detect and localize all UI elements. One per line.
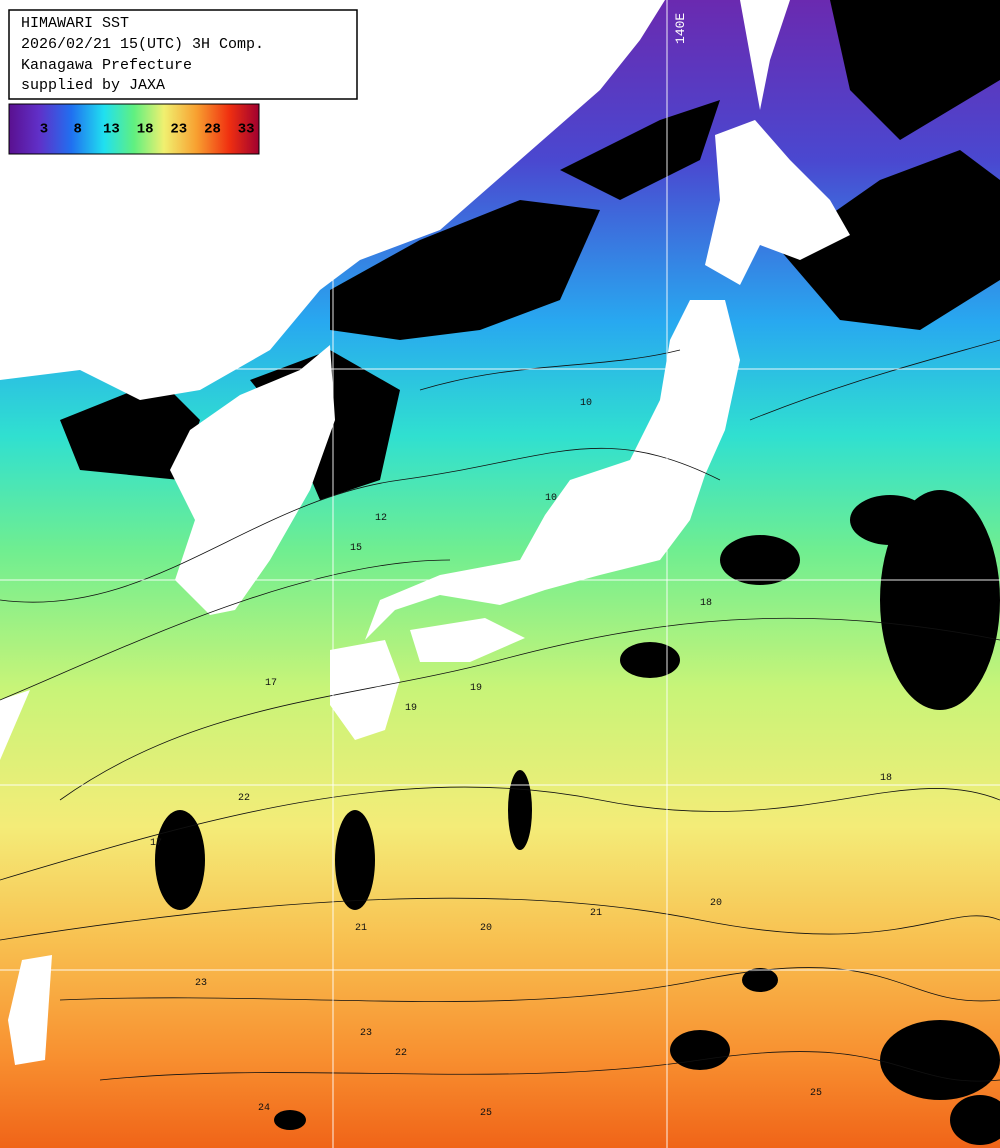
legend-tick-label: 3: [40, 122, 48, 138]
contour-label: 25: [810, 1088, 822, 1099]
contour-label: 19: [405, 703, 417, 714]
legend-tick-label: 8: [73, 122, 81, 138]
contour-label: 18: [700, 598, 712, 609]
header-line: Kanagawa Prefecture: [21, 57, 192, 74]
contour-label: 20: [480, 923, 492, 934]
contour-label: 15: [350, 543, 362, 554]
contour-label: 10: [545, 493, 557, 504]
contour-label: 25: [480, 1108, 492, 1119]
longitude-label: 140E: [673, 13, 688, 44]
contour-label: 23: [195, 978, 207, 989]
header-line: HIMAWARI SST: [21, 15, 129, 32]
color-legend: 3 8 13 18 23 28 33: [8, 103, 260, 155]
legend-tick-label: 28: [204, 122, 221, 138]
contour-label: 22: [238, 793, 250, 804]
contour-label: 23: [360, 1028, 372, 1039]
legend-tick-label: 33: [238, 122, 255, 138]
header-line: supplied by JAXA: [21, 77, 165, 94]
contour-label: 10: [580, 398, 592, 409]
contour-label: 19: [470, 683, 482, 694]
legend-tick-label: 18: [137, 122, 154, 138]
contours: [0, 339, 1000, 1082]
contour-label: 24: [258, 1103, 270, 1114]
contour-label: 21: [355, 923, 367, 934]
contour-label: 12: [375, 513, 387, 524]
header-line: 2026/02/21 15(UTC) 3H Comp.: [21, 36, 264, 53]
header-box: HIMAWARI SST 2026/02/21 15(UTC) 3H Comp.…: [8, 9, 358, 100]
contour-labels: 10 10 12 15 18 17 17 19 19 18 20 20 21 21 22 22 23 23 24 25…: [150, 398, 892, 1119]
contour-label: 22: [395, 1048, 407, 1059]
legend-tick-label: 13: [103, 122, 120, 138]
contour-label: 17: [150, 838, 162, 849]
contour-label: 20: [710, 898, 722, 909]
latitude-label: 40N: [4, 354, 27, 369]
contour-label: 17: [265, 678, 277, 689]
contour-label: 21: [590, 908, 602, 919]
legend-tick-label: 23: [170, 122, 187, 138]
contour-label: 18: [880, 773, 892, 784]
clouds: [60, 0, 1000, 1145]
